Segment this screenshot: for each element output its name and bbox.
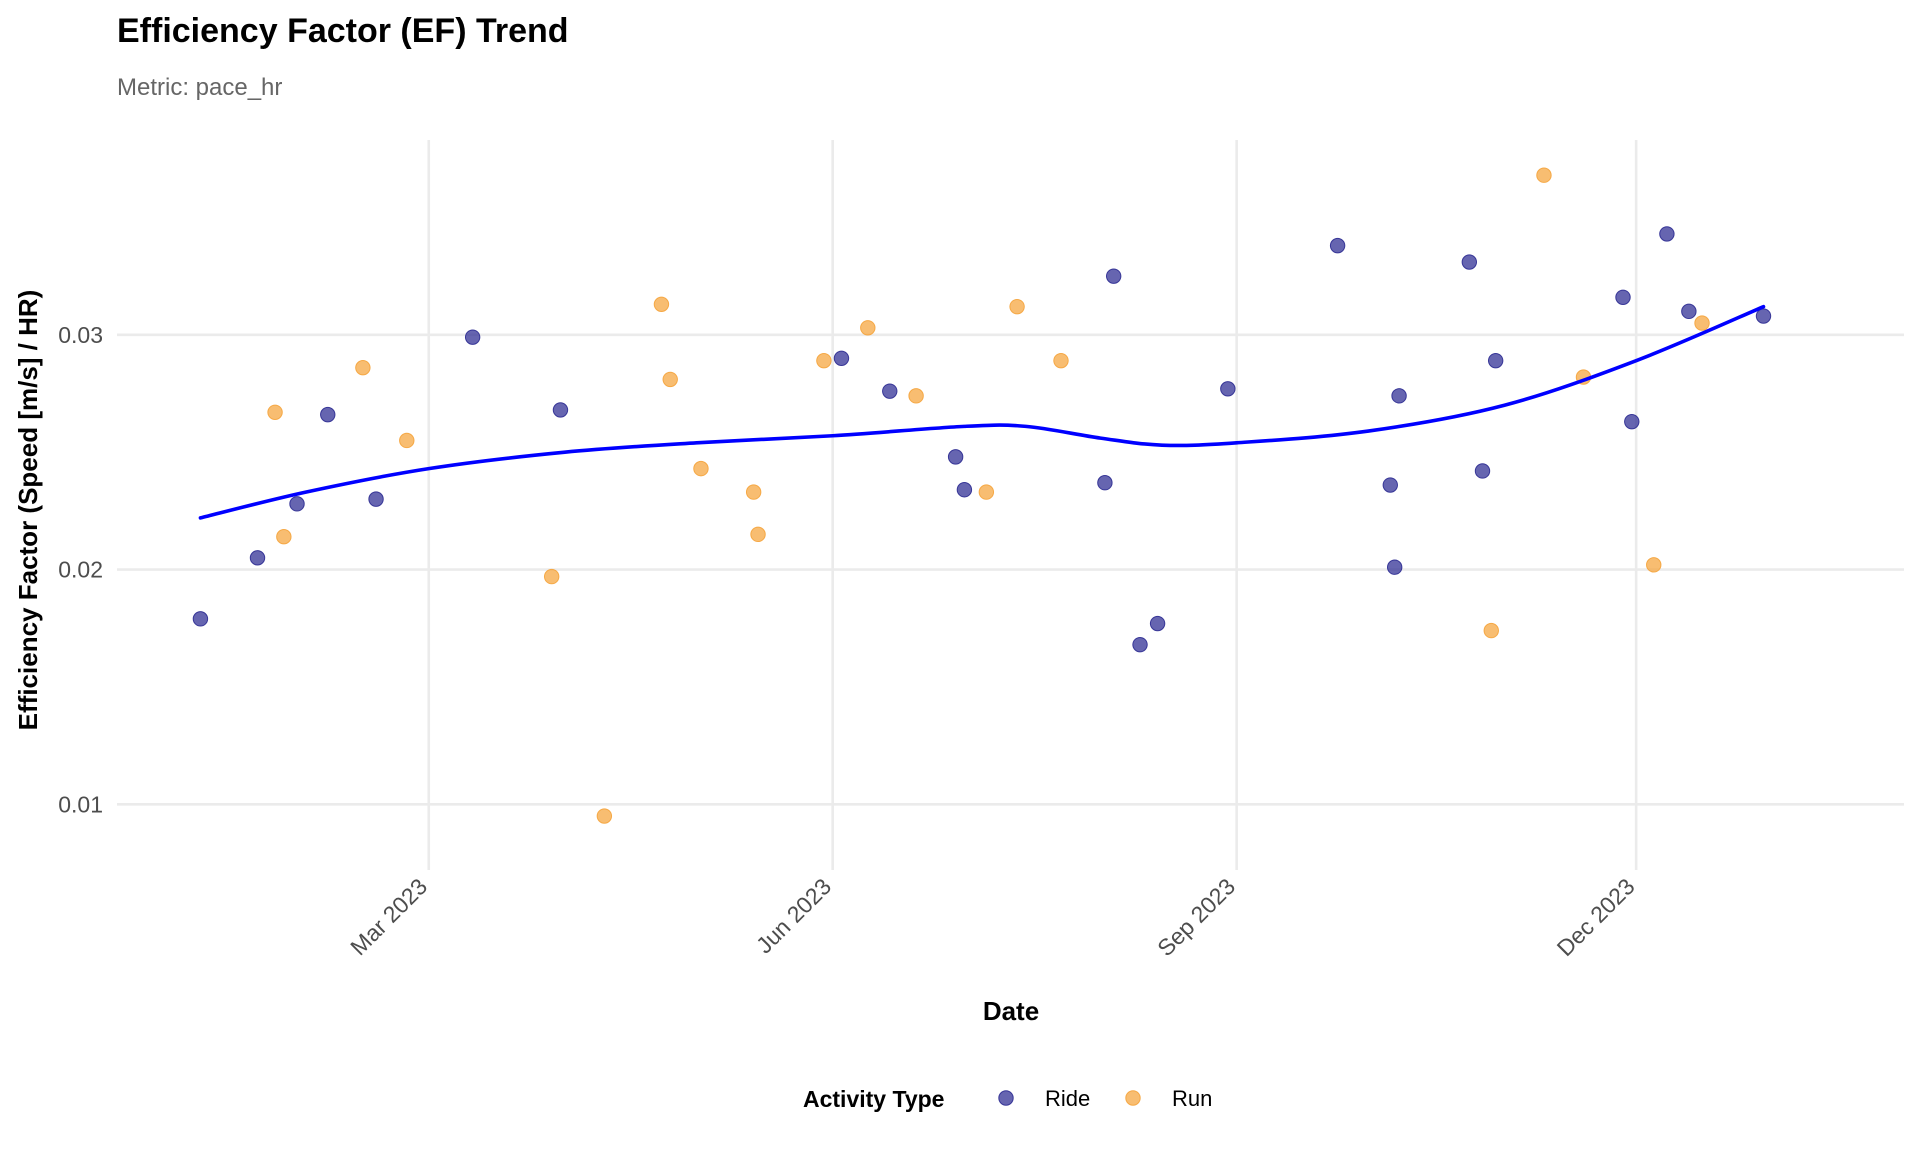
chart-subtitle: Metric: pace_hr <box>117 74 282 101</box>
x-axis-title: Date <box>983 996 1039 1026</box>
ride-point <box>1624 413 1640 430</box>
ride-point <box>1474 463 1491 479</box>
run-point <box>1694 315 1710 331</box>
ride-point <box>947 449 964 465</box>
run-point <box>399 432 415 449</box>
legend-key-ride <box>998 1090 1014 1106</box>
trend-line-path <box>198 304 1766 520</box>
ride-point <box>1681 303 1697 320</box>
ride-point <box>464 329 481 345</box>
legend-label-ride: Ride <box>1045 1086 1090 1111</box>
run-point <box>1646 557 1662 573</box>
legend: Activity Type Ride Run <box>803 1086 1212 1112</box>
ride-point <box>192 611 209 627</box>
x-tick-label: Jun 2023 <box>751 873 836 958</box>
ride-point <box>1615 289 1631 305</box>
ride-point <box>1386 559 1403 575</box>
x-tick-label: Dec 2023 <box>1552 873 1640 961</box>
run-point <box>1009 298 1025 315</box>
ride-point <box>320 406 336 423</box>
x-tick-label: Sep 2023 <box>1152 873 1240 961</box>
run-point <box>543 568 560 585</box>
ride-point <box>1391 388 1407 404</box>
y-tick-labels: 0.01 0.02 0.03 <box>58 322 103 817</box>
ride-point <box>1755 308 1772 324</box>
x-tick-label: Mar 2023 <box>345 873 432 960</box>
x-tick-labels: Mar 2023 Jun 2023 Sep 2023 Dec 2023 <box>345 873 1640 961</box>
ride-point <box>1105 268 1122 284</box>
chart-title: Efficiency Factor (EF) Trend <box>117 12 569 50</box>
legend-label-run: Run <box>1172 1086 1212 1111</box>
y-tick-label: 0.01 <box>58 791 103 817</box>
run-point <box>267 404 283 420</box>
ride-point <box>1382 477 1398 493</box>
run-point <box>662 371 678 388</box>
grid-lines <box>117 140 1904 870</box>
ride-point <box>552 402 569 418</box>
y-tick-label: 0.03 <box>58 322 103 348</box>
scatter-points <box>192 167 1772 824</box>
run-point <box>750 526 766 543</box>
run-point <box>1053 352 1069 369</box>
run-point <box>596 808 613 824</box>
ride-point <box>1487 352 1504 369</box>
ride-point <box>956 482 973 498</box>
run-point <box>693 460 709 477</box>
ride-point <box>1097 475 1113 491</box>
run-point <box>355 359 371 376</box>
ride-point <box>1659 226 1675 242</box>
run-point <box>1483 622 1499 639</box>
run-point <box>816 352 832 369</box>
trend-line <box>198 304 1766 520</box>
run-point <box>908 388 924 404</box>
legend-key-run <box>1125 1090 1141 1106</box>
ride-point <box>1149 615 1166 632</box>
y-axis-title: Efficiency Factor (Speed [m/s] / HR) <box>13 290 43 731</box>
legend-title: Activity Type <box>803 1086 944 1112</box>
run-point <box>745 484 762 500</box>
ride-point <box>289 496 305 512</box>
ride-point <box>1329 237 1346 254</box>
run-point <box>860 320 876 336</box>
ride-point <box>1220 381 1236 397</box>
run-point <box>978 484 995 500</box>
ride-point <box>1461 254 1478 270</box>
ride-point <box>833 350 850 366</box>
ride-point <box>249 550 266 566</box>
y-tick-label: 0.02 <box>58 557 103 583</box>
run-point <box>1536 167 1552 183</box>
ride-point <box>1132 636 1148 653</box>
ride-point <box>368 491 384 507</box>
run-point <box>653 296 670 313</box>
ride-point <box>882 383 898 399</box>
run-point <box>276 528 292 545</box>
